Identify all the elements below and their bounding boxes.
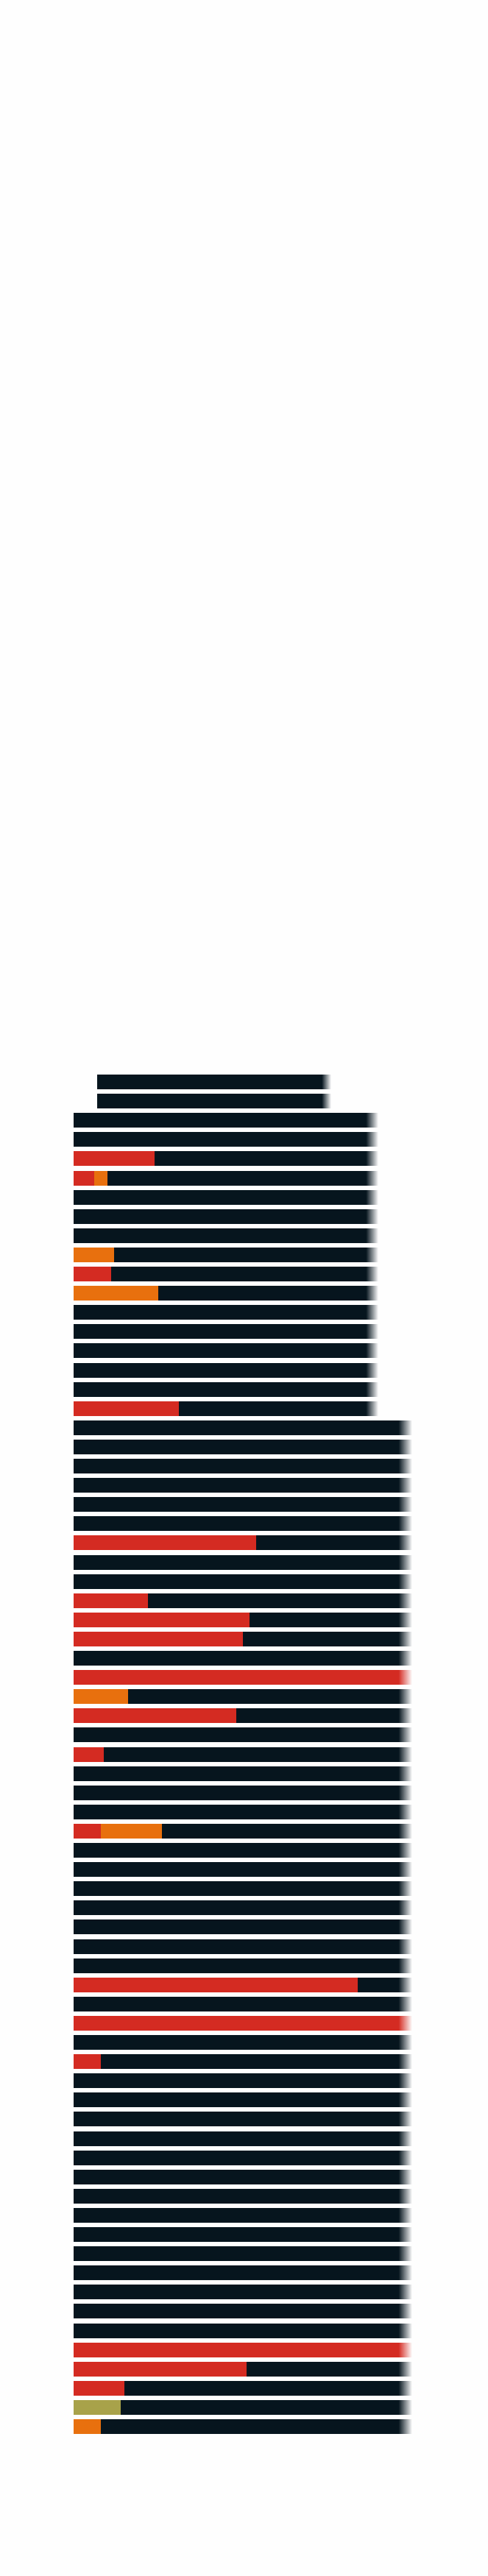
bar-segment-red bbox=[74, 2381, 124, 2396]
bar-row bbox=[74, 1670, 412, 1685]
bar-row bbox=[74, 1478, 412, 1493]
bar-row bbox=[74, 2035, 412, 2050]
bar-row bbox=[74, 2208, 412, 2223]
bar-row bbox=[74, 1843, 412, 1858]
bar-segment-red bbox=[74, 1267, 111, 1281]
bar-segment-red bbox=[74, 1747, 105, 1762]
bar-row bbox=[74, 2131, 412, 2146]
bar-row bbox=[74, 1900, 412, 1915]
bar-row bbox=[74, 2419, 412, 2434]
bar-row bbox=[74, 1132, 378, 1147]
bar-row bbox=[74, 1766, 412, 1781]
bar-row bbox=[74, 2246, 412, 2261]
bar-segment-orange bbox=[74, 1286, 158, 1301]
bar-row bbox=[74, 1651, 412, 1666]
bar-row bbox=[74, 1786, 412, 1800]
bar-segment-red bbox=[74, 2343, 412, 2357]
bar-row bbox=[74, 2092, 412, 2107]
bar-row bbox=[74, 1171, 378, 1186]
bar-row bbox=[74, 1919, 412, 1934]
bar-row bbox=[74, 1343, 378, 1358]
bar-row bbox=[74, 1363, 378, 1378]
bar-row bbox=[74, 1613, 412, 1627]
bar-row bbox=[74, 1190, 378, 1205]
bar-segment-orange bbox=[93, 1171, 107, 1186]
bar-row bbox=[74, 1805, 412, 1819]
bar-row bbox=[74, 1574, 412, 1589]
bar-row bbox=[74, 1632, 412, 1646]
bar-row bbox=[74, 2362, 412, 2377]
bar-segment-red bbox=[74, 1708, 236, 1723]
bar-segment-red bbox=[74, 1151, 155, 1166]
bar-row bbox=[74, 1324, 378, 1339]
bar-row bbox=[74, 2324, 412, 2338]
bar-row bbox=[74, 2016, 412, 2031]
bar-segment-red bbox=[74, 1401, 179, 1416]
bar-row bbox=[74, 1382, 378, 1397]
bar-row bbox=[74, 1958, 412, 1973]
bar-row bbox=[74, 1267, 378, 1281]
bar-segment-olive bbox=[74, 2400, 121, 2415]
bar-segment-red bbox=[74, 1171, 94, 1186]
bar-segment-red bbox=[74, 2054, 101, 2069]
bar-segment-red bbox=[74, 1978, 358, 1992]
bar-row bbox=[74, 1420, 412, 1435]
bar-segment-red bbox=[74, 1613, 250, 1627]
bar-segment-orange bbox=[74, 2419, 101, 2434]
bar-row bbox=[74, 2227, 412, 2242]
bar-row bbox=[74, 1305, 378, 1320]
bar-row bbox=[74, 1151, 378, 1166]
bar-row bbox=[74, 1401, 378, 1416]
bar-row bbox=[74, 1228, 378, 1243]
bar-row bbox=[74, 1113, 378, 1128]
bar-row bbox=[74, 1727, 412, 1742]
bar-segment-red bbox=[74, 1670, 412, 1685]
bar-row bbox=[74, 1286, 378, 1301]
bar-row bbox=[74, 2381, 412, 2396]
bar-row bbox=[74, 1862, 412, 1877]
bar-row bbox=[74, 2112, 412, 2126]
bar-row bbox=[74, 1497, 412, 1512]
bar-row bbox=[74, 2054, 412, 2069]
bar-row bbox=[74, 1516, 412, 1531]
bar-row bbox=[74, 1689, 412, 1704]
bar-row bbox=[74, 1248, 378, 1262]
bar-row bbox=[74, 2343, 412, 2357]
bar-row bbox=[74, 2151, 412, 2165]
bar-row bbox=[74, 2073, 412, 2088]
bar-row bbox=[74, 2170, 412, 2184]
bar-segment-red bbox=[74, 1535, 257, 1550]
bar-row bbox=[74, 1459, 412, 1473]
bar-row bbox=[74, 1555, 412, 1570]
bar-row bbox=[74, 1978, 412, 1992]
bar-segment-red bbox=[74, 1632, 243, 1646]
bar-row bbox=[74, 1209, 378, 1224]
bar-row bbox=[74, 1708, 412, 1723]
bar-row bbox=[74, 1939, 412, 1954]
bar-row bbox=[74, 2285, 412, 2299]
bar-segment-red bbox=[74, 2362, 247, 2377]
bar-row bbox=[74, 2189, 412, 2204]
bar-row bbox=[97, 1075, 331, 1089]
bar-row bbox=[74, 1824, 412, 1839]
bar-segment-red bbox=[74, 1824, 101, 1839]
bar-row bbox=[74, 2265, 412, 2280]
bar-row bbox=[74, 1535, 412, 1550]
bar-row bbox=[74, 1881, 412, 1896]
bar-segment-orange bbox=[100, 1824, 162, 1839]
bar-row bbox=[74, 1440, 412, 1454]
bar-segment-orange bbox=[74, 1689, 128, 1704]
bar-row bbox=[74, 1997, 412, 2011]
bar-row bbox=[74, 1747, 412, 1762]
bar-segment-red bbox=[74, 1593, 149, 1608]
bar-row bbox=[74, 2304, 412, 2318]
bar-row bbox=[74, 2400, 412, 2415]
bar-segment-red bbox=[74, 2016, 412, 2031]
bar-row bbox=[74, 1593, 412, 1608]
bar-segment-orange bbox=[74, 1248, 115, 1262]
bar-row bbox=[97, 1094, 331, 1108]
